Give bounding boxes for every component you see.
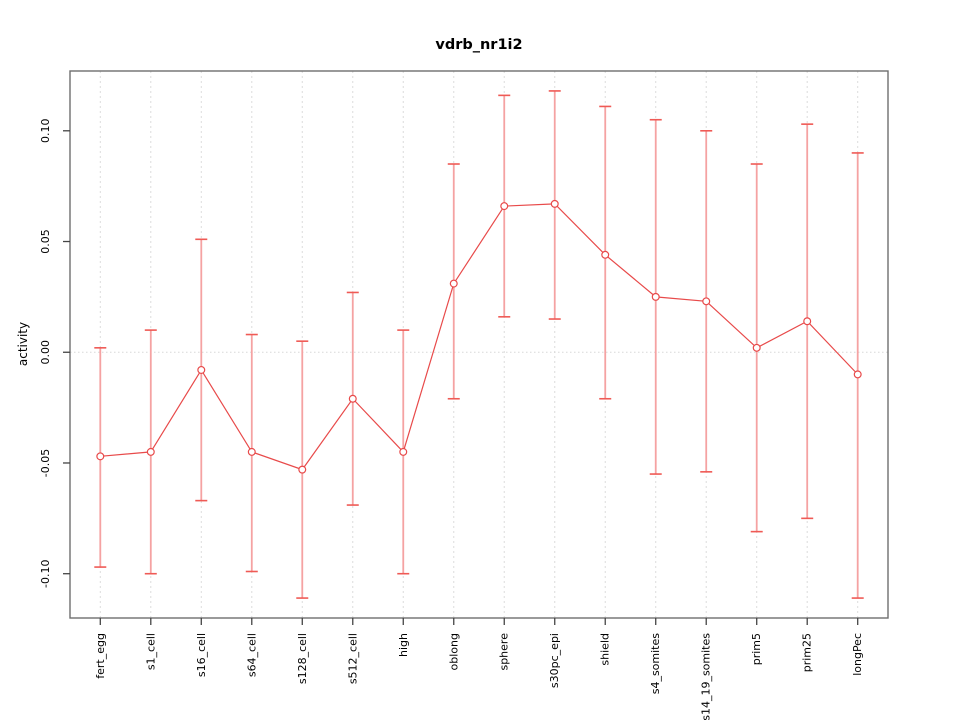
axis-layer: 0.10 0.05 0.00 -0.05 -0.10 fert_egg s1_cell s16… <box>39 70 889 720</box>
data-layer <box>94 90 864 599</box>
x-tick-label: s16_cell <box>195 633 208 677</box>
data-point <box>449 279 458 288</box>
data-point <box>197 365 206 374</box>
y-tick-label: 0.10 <box>39 119 52 144</box>
x-tick-label: longPec <box>851 633 864 676</box>
data-point <box>651 292 660 301</box>
plot-box <box>69 70 889 619</box>
x-tick-label: s512_cell <box>346 633 359 684</box>
x-tick-label: fert_egg <box>94 633 107 679</box>
data-point <box>96 452 105 461</box>
x-tick-label: prim25 <box>801 633 814 672</box>
y-axis-label: activity <box>16 322 30 366</box>
x-tick-label: high <box>397 633 410 657</box>
data-point <box>752 343 761 352</box>
grid-layer <box>70 71 888 618</box>
data-point <box>399 447 408 456</box>
y-tick-label: 0.00 <box>39 340 52 365</box>
x-tick-label: shield <box>599 633 612 666</box>
data-point <box>500 202 509 211</box>
x-tick-label: s1_cell <box>144 633 157 670</box>
data-point <box>550 199 559 208</box>
y-tick-label: -0.10 <box>39 559 52 587</box>
x-tick-label: sphere <box>498 633 511 671</box>
x-tick-label: s4_somites <box>649 633 662 695</box>
x-tick-label: prim5 <box>750 633 763 665</box>
y-tick-label: 0.05 <box>39 229 52 254</box>
series-line <box>100 203 859 471</box>
data-point <box>298 465 307 474</box>
data-point <box>601 250 610 259</box>
data-point <box>803 317 812 326</box>
x-tick-label: s30pc_epi <box>548 633 561 688</box>
y-tick-label: -0.05 <box>39 449 52 477</box>
data-point <box>247 447 256 456</box>
x-tick-label: s14_19_somites <box>700 633 713 720</box>
chart-title: vdrb_nr1i2 <box>435 37 522 53</box>
data-point <box>348 394 357 403</box>
data-point <box>146 447 155 456</box>
x-tick-label: s64_cell <box>245 633 258 677</box>
x-tick-label: oblong <box>447 633 460 670</box>
data-point <box>702 297 711 306</box>
data-point <box>853 370 862 379</box>
x-tick-label: s128_cell <box>296 633 309 684</box>
